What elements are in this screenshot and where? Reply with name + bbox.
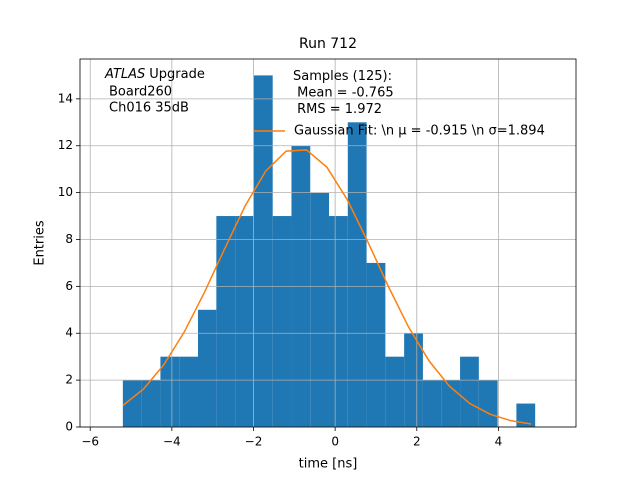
- bar: [385, 356, 405, 427]
- annotation-line: Ch016 35dB: [109, 101, 189, 116]
- y-axis-label: Entries: [33, 220, 48, 266]
- bar: [141, 380, 161, 427]
- bar: [235, 216, 254, 427]
- bar: [516, 403, 536, 427]
- x-tick-label: −2: [245, 435, 263, 449]
- x-tick-label: 4: [495, 435, 503, 449]
- axes-frame: [79, 58, 577, 428]
- bar: [366, 262, 386, 427]
- bar: [478, 380, 498, 427]
- bar: [460, 356, 479, 427]
- x-tick-label: 0: [331, 435, 339, 449]
- y-tick-label: 12: [58, 138, 73, 152]
- annotation-line: Upgrade: [149, 67, 205, 82]
- bar: [422, 380, 442, 427]
- x-tick-label: −4: [163, 435, 181, 449]
- chart-title: Run 712: [299, 36, 357, 52]
- legend-line: Samples (125):: [293, 69, 392, 84]
- y-tick-label: 14: [58, 91, 73, 105]
- y-tick-label: 10: [58, 185, 73, 199]
- annotation-line: Board260: [109, 85, 172, 100]
- x-tick-label: −6: [81, 435, 99, 449]
- bar: [179, 356, 198, 427]
- legend-line: RMS = 1.972: [293, 102, 382, 117]
- y-tick-label: 4: [65, 326, 73, 340]
- y-tick-label: 0: [65, 420, 73, 434]
- y-tick-label: 2: [65, 373, 73, 387]
- annotation: ATLAS Upgrade: [104, 67, 205, 82]
- bar: [272, 216, 292, 427]
- x-axis-label: time [ns]: [299, 457, 358, 472]
- bar: [310, 192, 330, 427]
- bar: [122, 380, 142, 427]
- bar: [160, 356, 180, 427]
- annotation-emphasis: ATLAS: [104, 67, 145, 82]
- legend-label: Samples (125): Mean = -0.765 RMS = 1.972: [293, 69, 394, 117]
- legend-line: Mean = -0.765: [293, 85, 394, 100]
- bar: [197, 309, 217, 427]
- bar: [329, 216, 348, 427]
- bar: [253, 75, 273, 427]
- y-tick-label: 6: [65, 279, 73, 293]
- bar: [347, 122, 367, 427]
- x-tick-label: 2: [413, 435, 421, 449]
- y-tick-label: 8: [65, 232, 73, 246]
- fit-line: [122, 149, 532, 425]
- bar: [216, 216, 236, 427]
- legend-label: Gaussian Fit: \n μ = -0.915 \n σ=1.894: [294, 124, 545, 139]
